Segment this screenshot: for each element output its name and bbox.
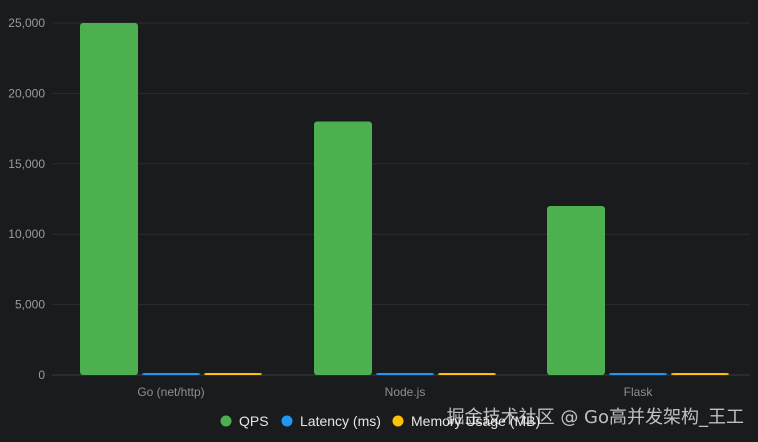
y-tick-label: 0 [38,368,45,382]
legend-marker [220,415,232,427]
bar-latency-ms-1 [376,373,434,375]
x-tick-label: Node.js [385,385,426,399]
bar-memory-usage-mb-1 [438,373,496,375]
bar-qps-1 [314,121,372,375]
bar-qps-0 [80,23,138,375]
bar-qps-2 [547,206,605,375]
bar-latency-ms-2 [609,373,667,375]
legend-label: Latency (ms) [300,413,381,429]
x-tick-label: Flask [624,385,654,399]
bar-latency-ms-0 [142,373,200,375]
y-tick-label: 15,000 [8,157,45,171]
y-tick-label: 25,000 [8,16,45,30]
legend-label: Memory Usage (MB) [411,413,540,429]
y-tick-label: 10,000 [8,227,45,241]
legend-marker [281,415,293,427]
watermark: 掘金技术社区 @ Go高并发架构_王工 [447,407,744,428]
x-tick-label: Go (net/http) [137,385,204,399]
bar-memory-usage-mb-0 [204,373,262,375]
y-tick-label: 20,000 [8,86,45,100]
legend-label: QPS [239,413,269,429]
legend-marker [392,415,404,427]
bar-memory-usage-mb-2 [671,373,729,375]
y-tick-label: 5,000 [15,298,45,312]
